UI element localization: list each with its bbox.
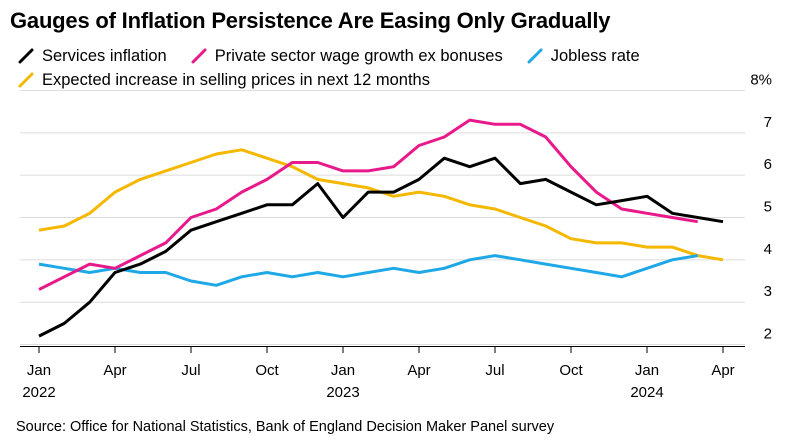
x-tick-label: Apr — [711, 362, 734, 379]
legend-label: Expected increase in selling prices in n… — [42, 71, 430, 89]
x-tick-label: Oct — [559, 362, 583, 379]
legend-item: Jobless rate — [527, 45, 640, 67]
series-line-services-inflation — [38, 156, 724, 338]
series-line-private-sector-wage-growth-ex-bonuses — [38, 118, 698, 291]
legend-item: Expected increase in selling prices in n… — [18, 69, 430, 91]
x-tick-label: Jan — [635, 362, 659, 379]
legend-swatch-icon — [527, 48, 543, 64]
legend-swatch-icon — [191, 48, 207, 64]
y-tick-label: 5 — [764, 199, 772, 216]
chart-title: Gauges of Inflation Persistence Are Easi… — [10, 8, 611, 33]
y-tick-label: 4 — [764, 241, 772, 258]
x-tick-label: Jul — [181, 362, 200, 379]
x-tick-label: Jan — [27, 362, 51, 379]
legend-item: Services inflation — [18, 45, 167, 67]
legend: Services inflation Private sector wage gr… — [18, 45, 788, 91]
series-line-jobless-rate — [38, 254, 698, 287]
legend-label: Jobless rate — [550, 47, 640, 65]
y-tick-label: 7 — [764, 114, 772, 131]
x-year-label: 2023 — [326, 384, 359, 401]
y-tick-label: 2 — [764, 326, 772, 343]
y-tick-label: 6 — [764, 156, 772, 173]
x-year-label: 2024 — [630, 384, 663, 401]
x-year-label: 2022 — [22, 384, 55, 401]
x-tick-label: Oct — [255, 362, 279, 379]
x-tick-label: Jan — [331, 362, 355, 379]
legend-item: Private sector wage growth ex bonuses — [191, 45, 503, 67]
legend-swatch-icon — [18, 72, 34, 88]
y-tick-label: 8% — [750, 71, 772, 88]
series-line-expected-increase-in-selling-prices-in-next-12-months — [38, 148, 724, 262]
y-tick-label: 3 — [764, 283, 772, 300]
x-tick-label: Apr — [407, 362, 430, 379]
legend-label: Services inflation — [42, 47, 167, 65]
x-tick-label: Apr — [103, 362, 126, 379]
source-note: Source: Office for National Statistics, … — [16, 419, 555, 435]
legend-label: Private sector wage growth ex bonuses — [214, 47, 503, 65]
legend-swatch-icon — [18, 48, 34, 64]
x-tick-label: Jul — [485, 362, 504, 379]
